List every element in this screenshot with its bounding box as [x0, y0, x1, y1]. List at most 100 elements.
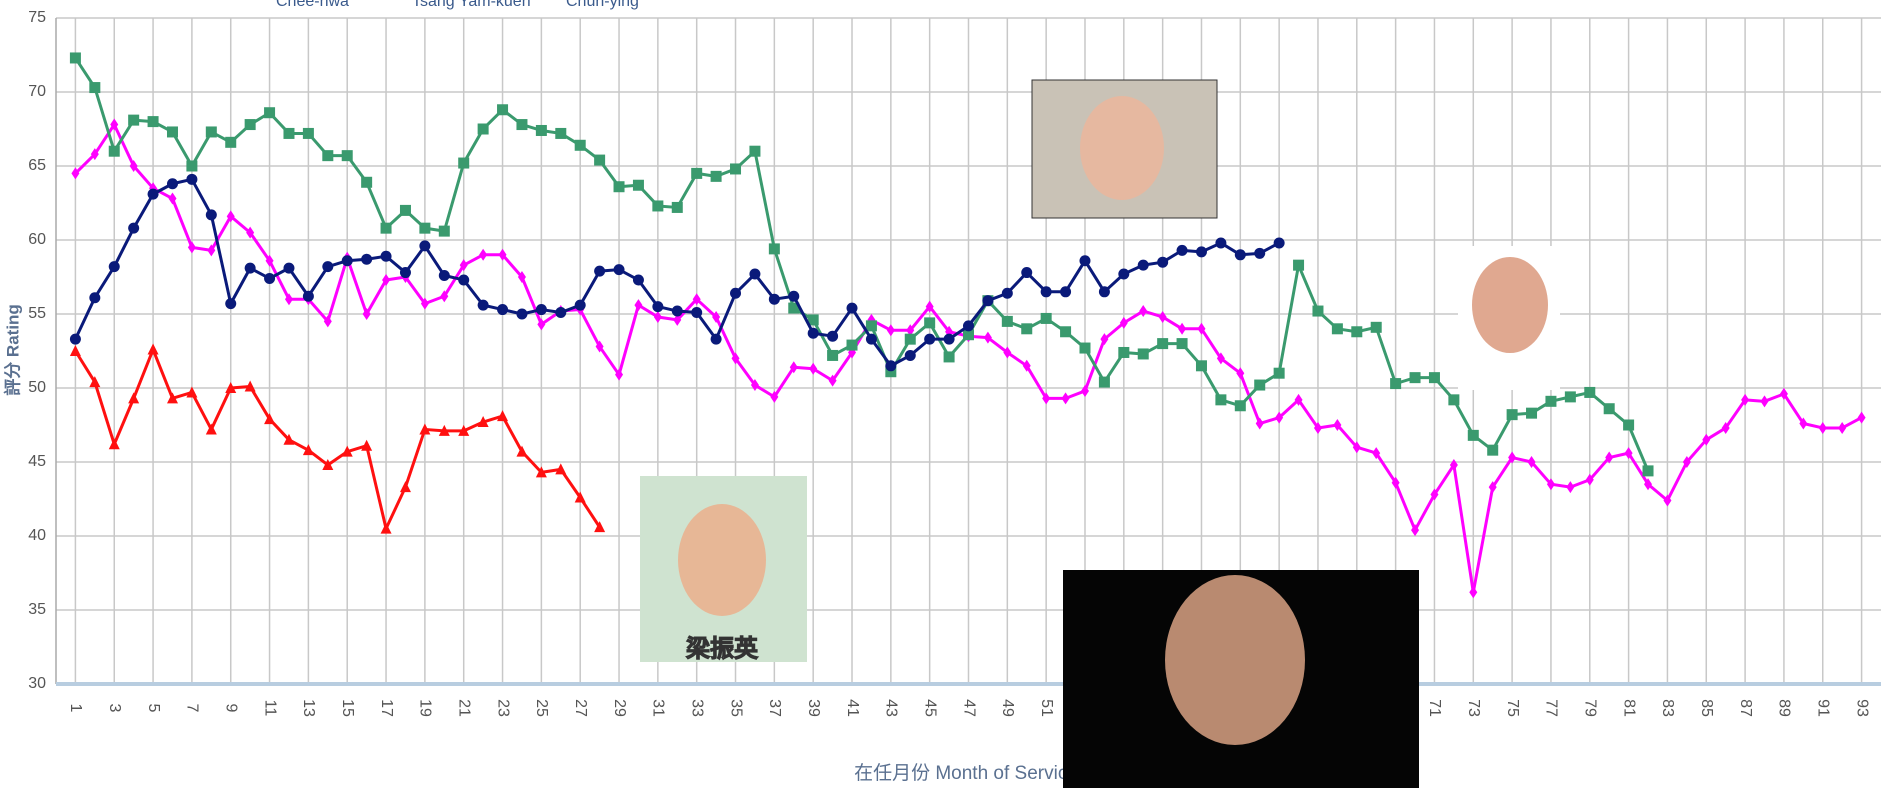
marker: [167, 126, 178, 137]
x-tick-label: 89: [1776, 699, 1793, 717]
marker: [1138, 260, 1149, 271]
legend-label: Chee-hwa: [276, 0, 349, 10]
marker: [148, 189, 159, 200]
x-tick-label: 7: [184, 704, 201, 713]
y-tick-label: 30: [28, 675, 46, 692]
marker: [1118, 347, 1129, 358]
marker: [1215, 394, 1226, 405]
y-tick-label: 35: [28, 601, 46, 618]
marker: [730, 163, 741, 174]
legend-label: Chun-ying: [566, 0, 639, 10]
y-tick-label: 65: [28, 157, 46, 174]
marker: [264, 107, 275, 118]
marker: [1274, 368, 1285, 379]
marker: [89, 292, 100, 303]
marker: [924, 317, 935, 328]
marker: [361, 254, 372, 265]
x-tick-label: 3: [106, 704, 123, 713]
marker: [1177, 338, 1188, 349]
marker: [1448, 394, 1459, 405]
marker: [1215, 237, 1226, 248]
marker: [225, 298, 236, 309]
marker: [1079, 255, 1090, 266]
marker: [1312, 306, 1323, 317]
marker: [866, 334, 877, 345]
x-tick-label: 39: [805, 699, 822, 717]
marker: [1565, 391, 1576, 402]
x-tick-label: 19: [417, 699, 434, 717]
marker: [769, 294, 780, 305]
marker: [594, 266, 605, 277]
y-axis-label: 評分 Rating: [2, 304, 22, 396]
marker: [1332, 323, 1343, 334]
marker: [905, 350, 916, 361]
marker: [206, 209, 217, 220]
marker: [478, 300, 489, 311]
marker: [749, 146, 760, 157]
marker: [1021, 267, 1032, 278]
x-tick-label: 17: [378, 699, 395, 717]
x-tick-label: 43: [883, 699, 900, 717]
marker: [1604, 403, 1615, 414]
x-axis-label: 在任月份 Month of Service: [854, 762, 1078, 784]
marker: [516, 119, 527, 130]
marker: [555, 128, 566, 139]
x-tick-label: 93: [1853, 699, 1870, 717]
x-tick-label: 85: [1698, 699, 1715, 717]
marker: [1584, 387, 1595, 398]
marker: [70, 52, 81, 63]
marker: [400, 267, 411, 278]
marker: [866, 320, 877, 331]
marker: [303, 128, 314, 139]
marker: [633, 180, 644, 191]
photo-face: [1080, 96, 1164, 200]
marker: [1041, 286, 1052, 297]
marker: [342, 150, 353, 161]
marker: [730, 288, 741, 299]
y-tick-label: 50: [28, 379, 46, 396]
marker: [400, 205, 411, 216]
marker: [439, 270, 450, 281]
x-tick-label: 87: [1737, 699, 1754, 717]
marker: [1487, 445, 1498, 456]
marker: [847, 340, 858, 351]
x-tick-label: 29: [611, 699, 628, 717]
marker: [808, 328, 819, 339]
marker: [245, 119, 256, 130]
x-tick-label: 83: [1659, 699, 1676, 717]
marker: [827, 350, 838, 361]
marker: [691, 307, 702, 318]
x-tick-label: 31: [650, 699, 667, 717]
marker: [342, 255, 353, 266]
marker: [1235, 249, 1246, 260]
background: [0, 0, 1881, 788]
marker: [614, 181, 625, 192]
x-tick-label: 71: [1426, 699, 1443, 717]
marker: [419, 240, 430, 251]
x-tick-label: 49: [999, 699, 1016, 717]
marker: [70, 334, 81, 345]
marker: [1623, 420, 1634, 431]
marker: [458, 274, 469, 285]
marker: [982, 295, 993, 306]
marker: [361, 177, 372, 188]
marker: [633, 274, 644, 285]
marker: [89, 82, 100, 93]
marker: [1118, 269, 1129, 280]
x-tick-label: 25: [533, 699, 550, 717]
marker: [924, 334, 935, 345]
x-tick-label: 15: [339, 699, 356, 717]
x-tick-label: 75: [1504, 699, 1521, 717]
marker: [1177, 245, 1188, 256]
marker: [439, 226, 450, 237]
marker: [1196, 360, 1207, 371]
marker: [283, 128, 294, 139]
y-tick-label: 40: [28, 527, 46, 544]
marker: [1157, 257, 1168, 268]
photo-face: [1472, 257, 1548, 353]
x-tick-label: 81: [1620, 699, 1637, 717]
marker: [1526, 408, 1537, 419]
marker: [536, 125, 547, 136]
marker: [1079, 343, 1090, 354]
y-tick-label: 75: [28, 9, 46, 26]
